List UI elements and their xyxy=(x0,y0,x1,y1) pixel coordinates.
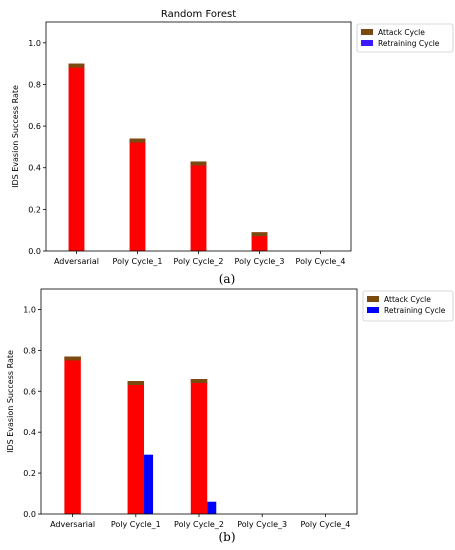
retraining-bar xyxy=(207,501,217,514)
legend-swatch xyxy=(367,307,379,313)
y-tick-label: 0.0 xyxy=(23,510,36,519)
y-axis-label: IDS Evasion Success Rate xyxy=(11,85,20,188)
attack-bar-cap xyxy=(129,138,146,143)
attack-bar xyxy=(190,161,207,251)
x-tick-label: Poly Cycle_2 xyxy=(174,520,224,529)
legend-label: Attack Cycle xyxy=(378,28,425,37)
legend-swatch xyxy=(361,29,373,35)
legend-label: Retraining Cycle xyxy=(378,39,440,48)
y-tick-label: 0.6 xyxy=(28,122,41,131)
retraining-bar xyxy=(144,454,154,514)
attack-bar-cap xyxy=(64,356,81,361)
x-tick-label: Poly Cycle_1 xyxy=(113,257,163,266)
attack-bar xyxy=(68,63,85,251)
attack-bar xyxy=(251,232,268,251)
x-tick-label: Poly Cycle_2 xyxy=(174,257,224,266)
panel-caption: (b) xyxy=(218,530,235,544)
attack-bar xyxy=(129,138,146,251)
attack-bar xyxy=(127,381,145,514)
legend-swatch xyxy=(361,40,373,46)
y-tick-label: 0.6 xyxy=(23,387,36,396)
legend-box xyxy=(356,23,454,53)
legend-box xyxy=(362,290,454,322)
chart-title: Random Forest xyxy=(161,9,236,20)
attack-bar xyxy=(190,379,208,514)
attack-bar-cap xyxy=(251,232,268,237)
y-tick-label: 1.0 xyxy=(23,305,36,314)
x-tick-label: Poly Cycle_4 xyxy=(296,257,346,266)
y-tick-label: 0.4 xyxy=(23,428,36,437)
attack-bar-cap xyxy=(68,63,85,68)
y-tick-label: 0.8 xyxy=(23,346,36,355)
y-axis-label: IDS Evasion Success Rate xyxy=(6,350,15,453)
x-tick-label: Poly Cycle_3 xyxy=(237,520,287,529)
y-tick-label: 0.2 xyxy=(23,469,36,478)
y-tick-label: 0.8 xyxy=(28,80,41,89)
x-tick-label: Poly Cycle_3 xyxy=(235,257,285,266)
y-tick-label: 1.0 xyxy=(28,39,41,48)
attack-bar-cap xyxy=(190,379,208,383)
panel-caption: (a) xyxy=(219,272,236,286)
attack-bar-cap xyxy=(190,161,207,166)
x-tick-label: Adversarial xyxy=(50,520,95,529)
attack-bar-cap xyxy=(127,381,145,386)
y-tick-label: 0.4 xyxy=(28,164,41,173)
legend-label: Retraining Cycle xyxy=(384,306,446,315)
x-tick-label: Adversarial xyxy=(54,257,99,266)
x-tick-label: Poly Cycle_1 xyxy=(111,520,161,529)
x-tick-label: Poly Cycle_4 xyxy=(300,520,350,529)
attack-bar xyxy=(64,356,81,514)
y-tick-label: 0.2 xyxy=(28,205,41,214)
legend-label: Attack Cycle xyxy=(384,295,431,304)
legend-swatch xyxy=(367,296,379,302)
y-tick-label: 0.0 xyxy=(28,247,41,256)
